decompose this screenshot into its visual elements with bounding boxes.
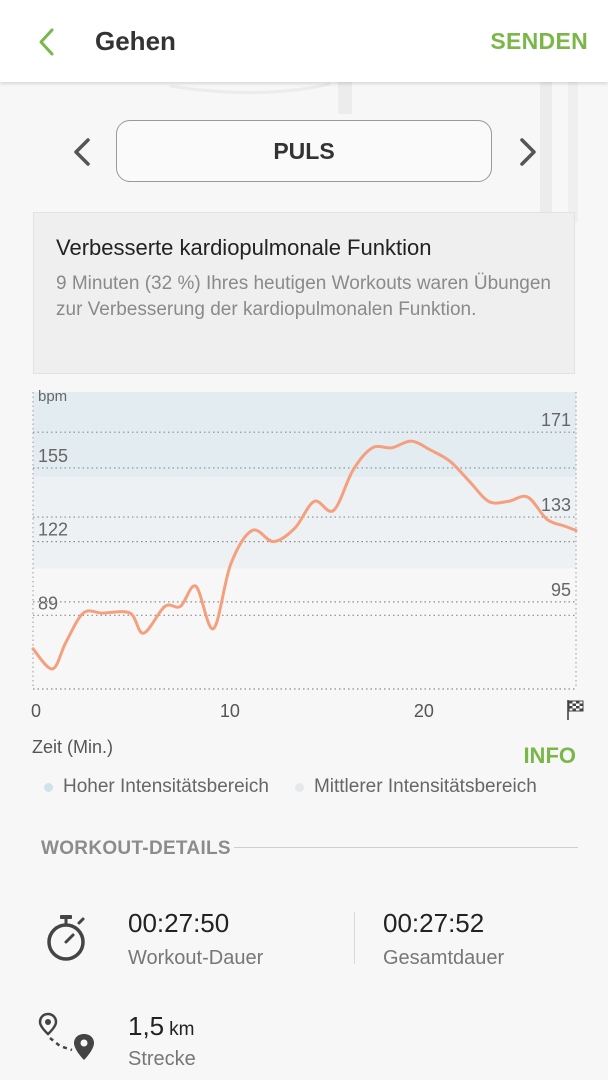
background-map-decoration [169, 82, 578, 222]
distance-unit: km [169, 1019, 195, 1040]
y-tick-right-1: 133 [541, 495, 571, 515]
total-duration-label: Gesamtdauer [383, 947, 505, 969]
distance-label: Strecke [128, 1048, 196, 1070]
detail-divider [354, 912, 355, 964]
chart-legend: Hoher Intensitätsbereich Mittlerer Inten… [44, 776, 563, 798]
legend-label-medium: Mittlerer Intensitätsbereich [313, 776, 537, 797]
legend-item-medium: Mittlerer Intensitätsbereich [294, 776, 537, 798]
card-title: Verbesserte kardiopulmonale Funktion [56, 235, 432, 260]
info-button[interactable]: INFO [523, 743, 576, 768]
legend-dot-high [44, 782, 53, 792]
x-axis-ticks: 0 10 20 [31, 701, 434, 721]
cardio-info-card: Verbesserte kardiopulmonale Funktion 9 M… [33, 212, 575, 374]
section-divider [234, 847, 578, 848]
metric-selector-button[interactable]: PULS [116, 120, 492, 182]
stopwatch-icon [47, 915, 85, 961]
section-title-workout-details: WORKOUT-DETAILS [41, 838, 231, 859]
y-tick-right-2: 95 [551, 580, 571, 600]
app-bar: Gehen SENDEN [0, 0, 608, 82]
legend-label-high: Hoher Intensitätsbereich [63, 776, 269, 797]
heart-rate-series-line [31, 439, 578, 671]
next-metric-chevron-icon[interactable] [508, 132, 548, 172]
y-tick-left-2: 89 [38, 593, 58, 613]
intensity-band-1 [33, 476, 576, 569]
workout-duration-label: Workout-Dauer [128, 947, 264, 969]
workout-duration-value: 00:27:50 [128, 908, 230, 938]
intensity-band-0 [33, 392, 576, 477]
back-arrow-icon[interactable] [28, 22, 68, 62]
y-axis-unit-label: bpm [38, 388, 67, 405]
card-body: 9 Minuten (32 %) Ihres heutigen Workouts… [56, 273, 551, 320]
x-tick-1: 10 [220, 701, 240, 721]
y-tick-left-0: 155 [38, 446, 68, 466]
route-icon [38, 1012, 94, 1060]
distance-value-group: 1,5 km [128, 1011, 194, 1042]
total-duration-value: 00:27:52 [383, 908, 485, 938]
previous-metric-chevron-icon[interactable] [62, 132, 102, 172]
x-axis-title: Zeit (Min.) [32, 737, 113, 757]
finish-flag-icon [567, 700, 584, 720]
send-button[interactable]: SENDEN [490, 28, 588, 54]
x-tick-2: 20 [414, 701, 434, 721]
heart-rate-chart: bpm 155 122 89 171 133 95 0 10 20 [31, 388, 584, 721]
distance-value: 1,5 [128, 1011, 165, 1041]
y-tick-right-0: 171 [541, 410, 571, 430]
y-tick-left-1: 122 [38, 520, 68, 540]
chart-gridlines [33, 431, 576, 616]
metric-selector-label: PULS [273, 137, 335, 164]
legend-item-high: Hoher Intensitätsbereich [44, 776, 269, 798]
intensity-bands [33, 392, 576, 569]
x-tick-0: 0 [31, 701, 41, 721]
legend-dot-medium [294, 782, 304, 792]
chart-labels: 155 122 89 171 133 95 [38, 410, 571, 613]
page-title: Gehen [95, 26, 176, 56]
